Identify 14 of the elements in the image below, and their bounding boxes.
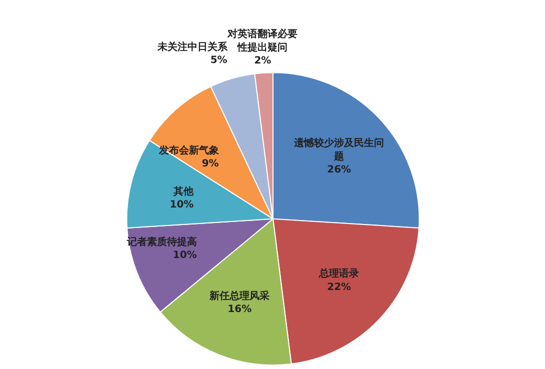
data-label: 10% <box>172 250 197 262</box>
data-label: 16% <box>228 304 252 316</box>
slice-label: 未关注中日关系 <box>156 40 228 53</box>
data-label: 26% <box>327 164 352 176</box>
slice-label: 遗憾较少涉及民生问题 <box>293 137 384 162</box>
data-label: 5% <box>210 55 228 66</box>
slice-label: 总理语录 <box>318 268 360 280</box>
data-label: 22% <box>327 282 352 293</box>
data-label: 10% <box>170 200 194 211</box>
data-label: 9% <box>202 158 219 170</box>
slice-label: 其他 <box>172 185 195 198</box>
slice-label: 对英语翻译必要性提出疑问 <box>226 28 298 54</box>
data-label: 2% <box>254 56 272 67</box>
slice-label: 新任总理风采 <box>208 290 270 302</box>
